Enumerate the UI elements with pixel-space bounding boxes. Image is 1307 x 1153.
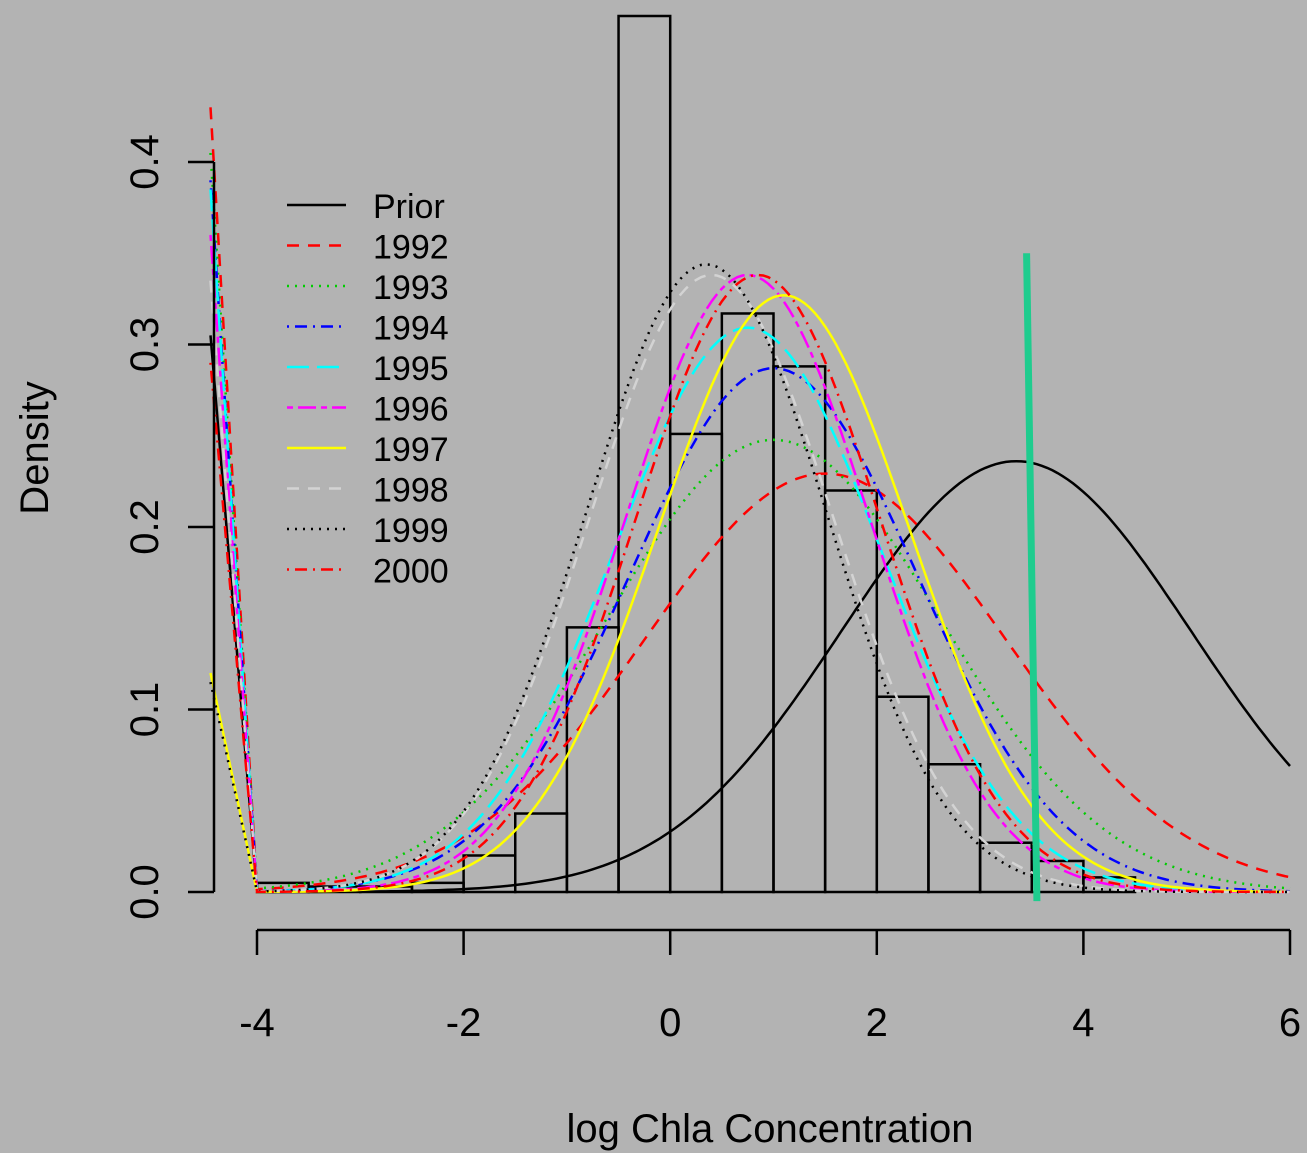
series-curve-1993 <box>209 152 1291 890</box>
series-curve-prior <box>209 335 1291 894</box>
x-axis: -4 -2 0 2 4 6 <box>239 928 1301 1045</box>
histogram-bar <box>823 489 879 894</box>
legend-label-1998: 1998 <box>373 472 449 510</box>
legend-label-2000: 2000 <box>373 553 449 591</box>
reference-line-group <box>1023 253 1041 902</box>
histogram-bar <box>617 14 672 894</box>
y-tick-label: 0.3 <box>123 317 167 373</box>
legend-label-1997: 1997 <box>373 431 449 469</box>
histogram-bars <box>255 14 1137 894</box>
series-curve-1992 <box>209 107 1291 891</box>
series-curve-1995 <box>209 189 1291 894</box>
series-curve-1996 <box>209 234 1290 894</box>
series-curve-1997 <box>209 293 1290 894</box>
series-curve-2000 <box>209 273 1291 894</box>
x-axis-label: log Chla Concentration <box>567 1107 974 1151</box>
legend-label-1992: 1992 <box>373 229 449 267</box>
series-curve-1994 <box>209 180 1291 893</box>
y-tick-label: 0.1 <box>123 682 167 738</box>
density-curves <box>209 107 1291 894</box>
y-tick-label: 0.4 <box>123 134 167 190</box>
x-tick-label: 4 <box>1072 1001 1094 1045</box>
legend-label-prior: Prior <box>373 188 445 226</box>
histogram-bar <box>875 695 930 894</box>
series-curve-1998 <box>209 273 1290 894</box>
x-tick-label: -2 <box>446 1001 482 1045</box>
y-tick-label: 0.0 <box>123 864 167 920</box>
legend-label-1999: 1999 <box>373 512 449 550</box>
histogram-bar <box>668 432 724 894</box>
histogram-bar <box>772 365 827 894</box>
y-tick-label: 0.2 <box>123 499 167 555</box>
legend-label-1996: 1996 <box>373 391 449 429</box>
reference-line <box>1023 253 1041 902</box>
x-tick-label: 0 <box>659 1001 681 1045</box>
histogram-bar <box>927 763 982 894</box>
series-curve-1999 <box>209 263 1290 894</box>
legend-label-1995: 1995 <box>373 350 449 388</box>
y-axis-label: Density <box>13 381 57 514</box>
x-tick-label: -4 <box>239 1001 275 1045</box>
x-tick-label: 2 <box>866 1001 888 1045</box>
x-tick-label: 6 <box>1279 1001 1301 1045</box>
legend: Prior19921993199419951996199719981999200… <box>287 188 449 591</box>
histogram-bar <box>978 841 1033 894</box>
y-axis: 0.0 0.1 0.2 0.3 0.4 <box>123 134 216 920</box>
histogram-bar <box>720 312 775 894</box>
legend-label-1994: 1994 <box>373 310 449 348</box>
legend-label-1993: 1993 <box>373 269 449 307</box>
